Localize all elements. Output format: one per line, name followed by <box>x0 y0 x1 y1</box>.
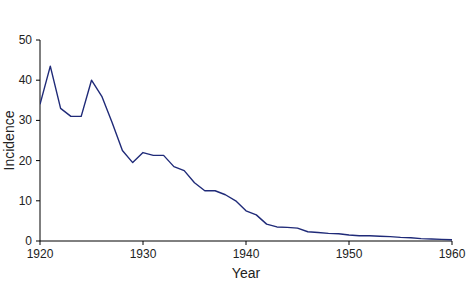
y-tick-label: 20 <box>19 154 33 168</box>
chart: 0 10 20 30 40 50 1920 1930 1940 1950 1960 Year Incid… <box>0 0 476 286</box>
x-tick <box>143 241 144 245</box>
x-tick <box>40 241 41 245</box>
y-tick-label: 50 <box>19 33 33 47</box>
x-tick <box>452 241 453 245</box>
y-tick-label: 30 <box>19 113 33 127</box>
y-tick <box>36 200 40 201</box>
x-tick-label: 1950 <box>336 247 363 261</box>
y-tick <box>36 40 40 41</box>
y-tick-label: 40 <box>19 73 33 87</box>
y-tick-label: 0 <box>25 234 32 248</box>
y-tick <box>36 80 40 81</box>
y-axis <box>40 40 41 241</box>
y-tick <box>36 160 40 161</box>
x-tick <box>349 241 350 245</box>
plot-area <box>40 66 452 240</box>
x-tick-label: 1940 <box>233 247 260 261</box>
y-tick-label: 10 <box>19 194 33 208</box>
series-line <box>40 66 452 240</box>
x-tick-label: 1930 <box>130 247 157 261</box>
x-tick-label: 1920 <box>27 247 54 261</box>
x-axis-label: Year <box>232 265 261 281</box>
x-tick-label: 1960 <box>439 247 466 261</box>
y-axis-label: Incidence <box>1 110 17 170</box>
x-tick <box>246 241 247 245</box>
y-tick <box>36 120 40 121</box>
y-tick <box>36 241 40 242</box>
